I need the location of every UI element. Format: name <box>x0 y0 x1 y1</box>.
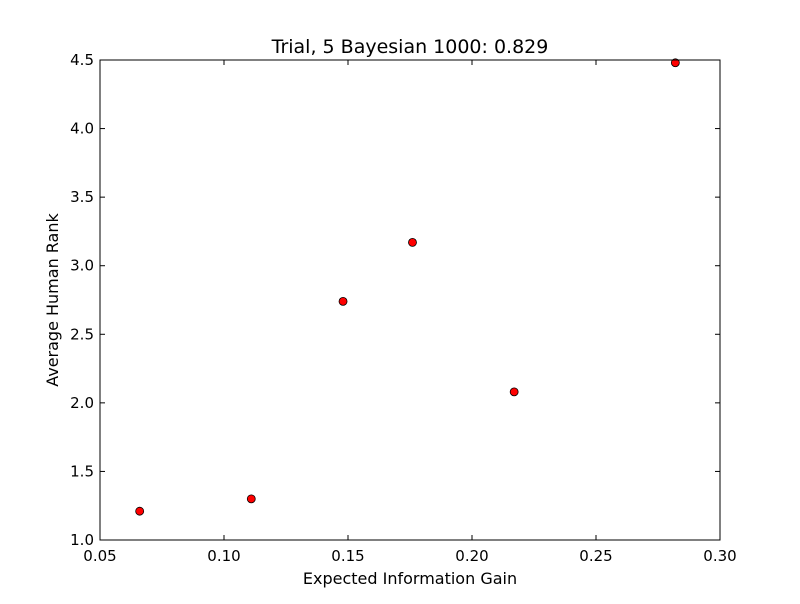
plot-frame <box>99 59 721 541</box>
x-tick-label: 0.15 <box>331 547 364 565</box>
y-tick-label: 3.0 <box>70 257 94 275</box>
x-tick-label: 0.30 <box>703 547 736 565</box>
x-tick-label: 0.25 <box>579 547 612 565</box>
y-tick-label: 4.0 <box>70 120 94 138</box>
axis-ticks: 0.05 0.10 0.15 0.20 0.25 0.30 1.0 1.5 2.0 2.5 3.0 3… <box>70 51 737 565</box>
y-tick-label: 3.5 <box>70 188 94 206</box>
data-point <box>246 494 256 504</box>
data-point <box>135 506 145 516</box>
y-tick-label: 2.0 <box>70 394 94 412</box>
x-tick-label: 0.10 <box>207 547 240 565</box>
data-point <box>338 296 348 306</box>
data-points <box>135 58 680 516</box>
y-axis-label: Average Human Rank <box>43 212 62 386</box>
data-point <box>670 58 680 68</box>
chart-title: Trial, 5 Bayesian 1000: 0.829 <box>271 36 549 58</box>
x-tick-label: 0.05 <box>83 547 116 565</box>
y-tick-label: 1.0 <box>70 531 94 549</box>
y-tick-label: 4.5 <box>70 51 94 69</box>
y-tick-label: 1.5 <box>70 462 94 480</box>
data-point <box>509 387 519 397</box>
x-axis-label: Expected Information Gain <box>303 569 517 588</box>
x-tick-label: 0.20 <box>455 547 488 565</box>
y-tick-label: 2.5 <box>70 325 94 343</box>
data-point <box>408 237 417 247</box>
